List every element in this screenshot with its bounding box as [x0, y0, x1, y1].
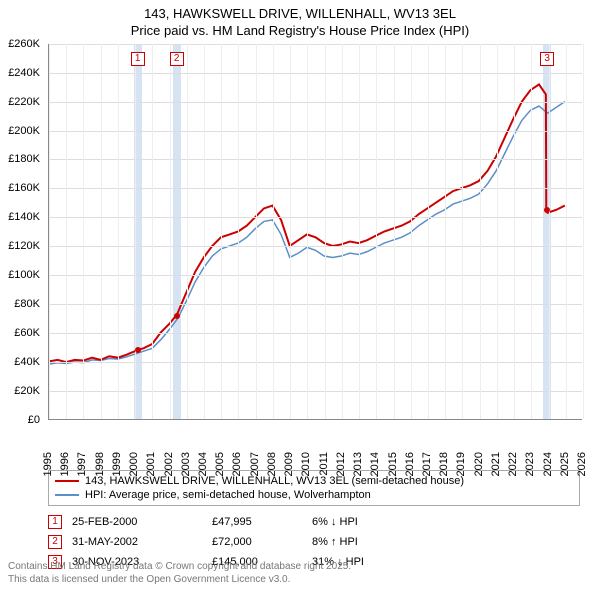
x-tick-label: 2014: [369, 452, 381, 476]
x-axis: 1995199619971998199920002001200220032004…: [48, 418, 582, 464]
sales-marker-number: 1: [48, 515, 62, 529]
plot-area: 1 2 3: [48, 44, 582, 420]
chart-area: £0£20K£40K£60K£80K£100K£120K£140K£160K£1…: [48, 44, 582, 420]
sales-price: £72,000: [212, 536, 302, 548]
x-tick-label: 2009: [283, 452, 295, 476]
sales-date: 25-FEB-2000: [72, 516, 202, 528]
attribution-line-1: Contains HM Land Registry data © Crown c…: [8, 561, 592, 574]
x-tick-label: 2025: [559, 452, 571, 476]
legend-swatch: [55, 480, 79, 482]
chart-container: 143, HAWKSWELL DRIVE, WILLENHALL, WV13 3…: [0, 0, 600, 590]
y-tick-label: £140K: [8, 211, 40, 223]
x-tick-label: 1998: [94, 452, 106, 476]
chart-title: 143, HAWKSWELL DRIVE, WILLENHALL, WV13 3…: [0, 0, 600, 40]
title-line-2: Price paid vs. HM Land Registry's House …: [0, 23, 600, 40]
y-tick-label: £240K: [8, 67, 40, 79]
x-tick-label: 2013: [352, 452, 364, 476]
x-tick-label: 2020: [473, 452, 485, 476]
title-line-1: 143, HAWKSWELL DRIVE, WILLENHALL, WV13 3…: [0, 6, 600, 23]
y-tick-label: £60K: [14, 327, 40, 339]
x-tick-label: 2005: [214, 452, 226, 476]
x-tick-label: 1996: [59, 452, 71, 476]
x-tick-label: 2015: [387, 452, 399, 476]
legend-label: HPI: Average price, semi-detached house,…: [85, 489, 371, 501]
x-tick-label: 2021: [490, 452, 502, 476]
sale-dot: [174, 313, 180, 319]
sales-date: 31-MAY-2002: [72, 536, 202, 548]
x-tick-label: 2010: [300, 452, 312, 476]
x-tick-label: 2000: [128, 452, 140, 476]
y-tick-label: £200K: [8, 125, 40, 137]
sales-diff: 8% ↑ HPI: [312, 536, 422, 548]
x-tick-label: 2018: [438, 452, 450, 476]
sales-diff: 6% ↓ HPI: [312, 516, 422, 528]
x-tick-label: 2011: [318, 452, 330, 476]
x-tick-label: 2024: [542, 452, 554, 476]
y-axis: £0£20K£40K£60K£80K£100K£120K£140K£160K£1…: [0, 44, 44, 420]
legend-label: 143, HAWKSWELL DRIVE, WILLENHALL, WV13 3…: [85, 475, 464, 487]
y-tick-label: £160K: [8, 182, 40, 194]
sales-marker-number: 2: [48, 535, 62, 549]
y-tick-label: £260K: [8, 38, 40, 50]
x-tick-label: 2017: [421, 452, 433, 476]
x-tick-label: 1995: [42, 452, 54, 476]
legend-swatch: [55, 494, 79, 496]
x-tick-label: 2016: [404, 452, 416, 476]
x-tick-label: 2003: [180, 452, 192, 476]
x-tick-label: 2007: [249, 452, 261, 476]
sale-marker-box: 2: [170, 52, 184, 66]
y-tick-label: £180K: [8, 153, 40, 165]
x-tick-label: 2001: [145, 452, 157, 476]
y-tick-label: £100K: [8, 269, 40, 281]
x-tick-label: 2004: [197, 452, 209, 476]
sale-marker-box: 3: [540, 52, 554, 66]
x-tick-label: 2026: [576, 452, 588, 476]
y-tick-label: £0: [28, 414, 40, 426]
x-tick-label: 2023: [524, 452, 536, 476]
y-tick-label: £20K: [14, 385, 40, 397]
x-tick-label: 2012: [335, 452, 347, 476]
x-tick-label: 2006: [231, 452, 243, 476]
sale-dot: [544, 207, 550, 213]
y-tick-label: £40K: [14, 356, 40, 368]
x-tick-label: 2008: [266, 452, 278, 476]
attribution: Contains HM Land Registry data © Crown c…: [8, 561, 592, 586]
sale-marker-box: 1: [131, 52, 145, 66]
x-tick-label: 2022: [507, 452, 519, 476]
y-tick-label: £120K: [8, 240, 40, 252]
x-tick-label: 2002: [163, 452, 175, 476]
sales-price: £47,995: [212, 516, 302, 528]
legend-row: HPI: Average price, semi-detached house,…: [55, 488, 573, 502]
sales-row: 2 31-MAY-2002 £72,000 8% ↑ HPI: [48, 532, 580, 552]
sales-row: 1 25-FEB-2000 £47,995 6% ↓ HPI: [48, 512, 580, 532]
x-tick-label: 1999: [111, 452, 123, 476]
sale-dot: [135, 347, 141, 353]
y-tick-label: £220K: [8, 96, 40, 108]
x-tick-label: 2019: [455, 452, 467, 476]
x-tick-label: 1997: [76, 452, 88, 476]
y-tick-label: £80K: [14, 298, 40, 310]
attribution-line-2: This data is licensed under the Open Gov…: [8, 574, 592, 587]
